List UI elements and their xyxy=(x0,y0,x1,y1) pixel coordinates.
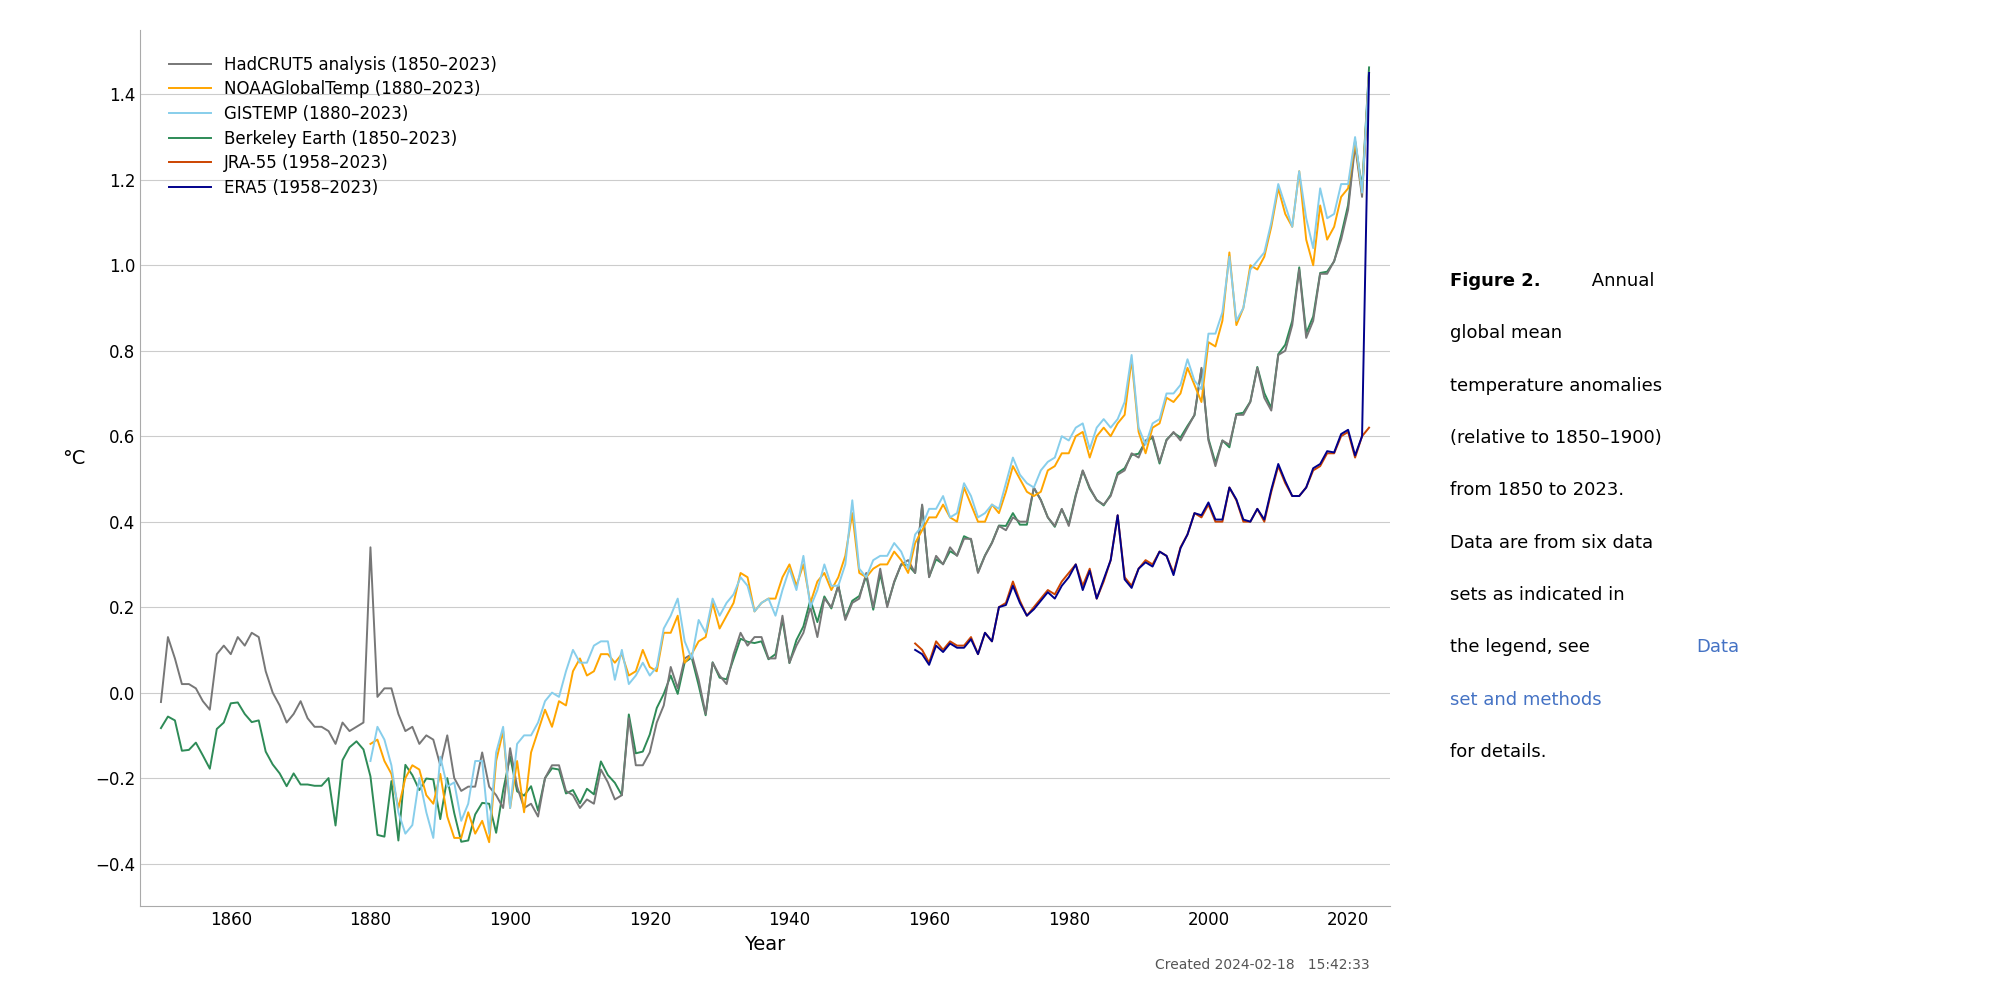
HadCRUT5 analysis (1850–2023) xyxy=(198,704,222,716)
Berkeley Earth (1850–2023) xyxy=(1050,504,1074,516)
Line: NOAAGlobalTemp (1880–2023): NOAAGlobalTemp (1880–2023) xyxy=(370,73,1370,842)
GISTEMP (1880–2023) xyxy=(1182,375,1206,387)
JRA-55 (1958–2023) xyxy=(1330,430,1354,442)
JRA-55 (1958–2023) xyxy=(1022,601,1046,613)
HadCRUT5 analysis (1850–2023) xyxy=(952,533,976,545)
Line: HadCRUT5 analysis (1850–2023): HadCRUT5 analysis (1850–2023) xyxy=(160,73,1370,817)
Berkeley Earth (1850–2023) xyxy=(148,722,172,734)
ERA5 (1958–2023) xyxy=(1050,580,1074,592)
Text: Created 2024-02-18   15:42:33: Created 2024-02-18 15:42:33 xyxy=(1156,958,1370,972)
GISTEMP (1880–2023) xyxy=(358,755,382,767)
Text: sets as indicated in: sets as indicated in xyxy=(1450,586,1624,604)
Berkeley Earth (1850–2023) xyxy=(162,714,186,726)
Berkeley Earth (1850–2023) xyxy=(952,530,976,542)
NOAAGlobalTemp (1880–2023) xyxy=(672,657,696,669)
GISTEMP (1880–2023) xyxy=(512,729,536,741)
Text: Data: Data xyxy=(1696,638,1740,657)
HadCRUT5 analysis (1850–2023) xyxy=(1050,502,1074,515)
NOAAGlobalTemp (1880–2023) xyxy=(1358,66,1382,79)
ERA5 (1958–2023) xyxy=(1358,66,1382,79)
NOAAGlobalTemp (1880–2023) xyxy=(1182,379,1206,391)
HadCRUT5 analysis (1850–2023) xyxy=(162,653,186,665)
Line: JRA-55 (1958–2023): JRA-55 (1958–2023) xyxy=(916,428,1370,663)
Text: temperature anomalies: temperature anomalies xyxy=(1450,377,1662,395)
NOAAGlobalTemp (1880–2023) xyxy=(1078,451,1102,463)
Text: set and methods: set and methods xyxy=(1450,691,1602,709)
ERA5 (1958–2023) xyxy=(1266,458,1290,470)
Berkeley Earth (1850–2023) xyxy=(274,780,298,793)
NOAAGlobalTemp (1880–2023) xyxy=(1168,388,1192,400)
JRA-55 (1958–2023) xyxy=(1358,422,1382,434)
JRA-55 (1958–2023) xyxy=(918,657,942,669)
HadCRUT5 analysis (1850–2023) xyxy=(806,631,830,643)
Berkeley Earth (1850–2023) xyxy=(450,836,474,848)
Text: (relative to 1850–1900): (relative to 1850–1900) xyxy=(1450,429,1662,447)
HadCRUT5 analysis (1850–2023) xyxy=(148,696,172,708)
Text: Data are from six data: Data are from six data xyxy=(1450,534,1654,552)
ERA5 (1958–2023) xyxy=(946,641,970,654)
GISTEMP (1880–2023) xyxy=(1078,443,1102,455)
NOAAGlobalTemp (1880–2023) xyxy=(512,807,536,819)
JRA-55 (1958–2023) xyxy=(1266,460,1290,472)
Text: Figure 2.: Figure 2. xyxy=(1450,272,1540,290)
ERA5 (1958–2023) xyxy=(1106,510,1130,522)
JRA-55 (1958–2023) xyxy=(1106,510,1130,522)
Text: for details.: for details. xyxy=(1450,743,1546,761)
GISTEMP (1880–2023) xyxy=(672,635,696,648)
JRA-55 (1958–2023) xyxy=(1050,575,1074,587)
HadCRUT5 analysis (1850–2023) xyxy=(274,717,298,729)
Berkeley Earth (1850–2023) xyxy=(198,762,222,774)
GISTEMP (1880–2023) xyxy=(1168,379,1192,391)
ERA5 (1958–2023) xyxy=(904,643,928,656)
GISTEMP (1880–2023) xyxy=(422,832,446,844)
NOAAGlobalTemp (1880–2023) xyxy=(478,836,502,848)
GISTEMP (1880–2023) xyxy=(436,780,460,793)
JRA-55 (1958–2023) xyxy=(946,639,970,652)
X-axis label: Year: Year xyxy=(744,934,786,954)
Berkeley Earth (1850–2023) xyxy=(1358,61,1382,74)
Text: from 1850 to 2023.: from 1850 to 2023. xyxy=(1450,481,1624,499)
Berkeley Earth (1850–2023) xyxy=(806,616,830,628)
ERA5 (1958–2023) xyxy=(918,659,942,671)
ERA5 (1958–2023) xyxy=(1022,603,1046,615)
Legend: HadCRUT5 analysis (1850–2023), NOAAGlobalTemp (1880–2023), GISTEMP (1880–2023), : HadCRUT5 analysis (1850–2023), NOAAGloba… xyxy=(160,47,506,205)
Text: Annual: Annual xyxy=(1586,272,1654,290)
Text: the legend, see: the legend, see xyxy=(1450,638,1596,657)
NOAAGlobalTemp (1880–2023) xyxy=(358,738,382,750)
ERA5 (1958–2023) xyxy=(1330,428,1354,440)
Text: global mean: global mean xyxy=(1450,324,1562,342)
GISTEMP (1880–2023) xyxy=(1358,66,1382,79)
Line: Berkeley Earth (1850–2023): Berkeley Earth (1850–2023) xyxy=(160,67,1370,842)
HadCRUT5 analysis (1850–2023) xyxy=(526,811,550,823)
Line: GISTEMP (1880–2023): GISTEMP (1880–2023) xyxy=(370,73,1370,838)
Line: ERA5 (1958–2023): ERA5 (1958–2023) xyxy=(916,73,1370,665)
NOAAGlobalTemp (1880–2023) xyxy=(428,767,452,779)
Y-axis label: °C: °C xyxy=(62,449,86,468)
JRA-55 (1958–2023) xyxy=(904,637,928,650)
HadCRUT5 analysis (1850–2023) xyxy=(1358,66,1382,79)
